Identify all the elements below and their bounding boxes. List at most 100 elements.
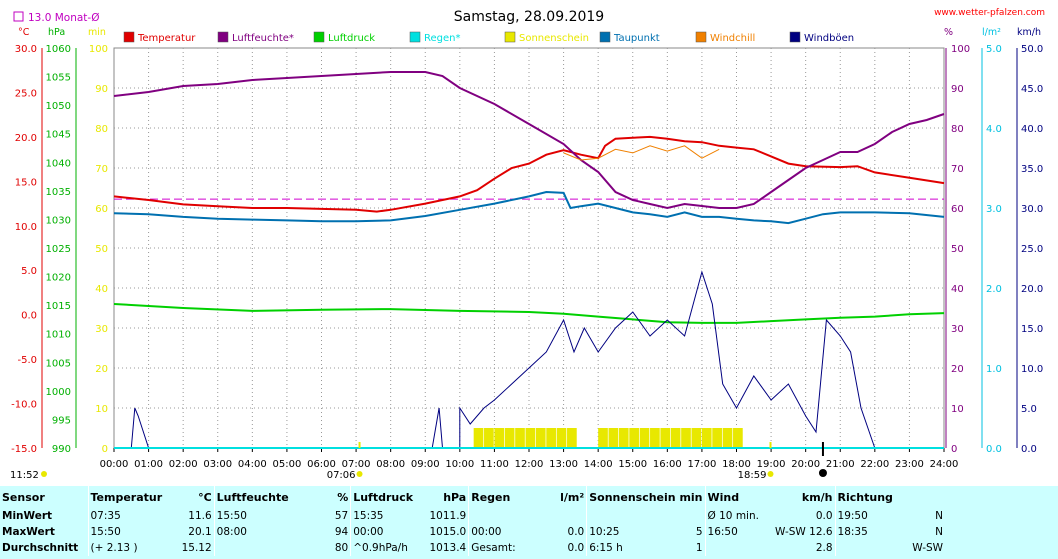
humidity-axis-tick: 60 — [951, 204, 964, 215]
stats-header-hum-unit: % — [337, 490, 349, 504]
stats-temp-value: 15.12 — [181, 542, 212, 554]
stats-row-label: MinWert — [2, 510, 53, 522]
stats-dir-value: N — [935, 510, 944, 522]
wind-unit-label: km/h — [1017, 27, 1041, 38]
stats-header-row: Sensor Temperatur °C Luftfeuchte % Luftd… — [0, 486, 946, 508]
pressure-axis-tick: 1050 — [46, 101, 71, 112]
stats-press-time: ^0.9hPa/h — [350, 540, 423, 556]
wind-axis-tick: 50.0 — [1021, 44, 1043, 55]
wind-axis-tick: 30.0 — [1021, 204, 1043, 215]
stats-press-value: 1013.4 — [429, 542, 467, 554]
sun-axis-tick: 80 — [95, 124, 108, 135]
wind-axis-tick: 45.0 — [1021, 84, 1043, 95]
x-axis-tick-label: 02:00 — [169, 459, 198, 470]
series-line-windchill — [563, 145, 720, 161]
x-axis-tick-label: 21:00 — [826, 459, 855, 470]
statistics-table: Sensor Temperatur °C Luftfeuchte % Luftd… — [0, 486, 946, 556]
stats-hum-value: 80 — [334, 542, 349, 554]
stats-temp-value: 20.1 — [188, 526, 212, 538]
sun-axis-tick: 50 — [95, 244, 108, 255]
series-line-temperatur — [113, 135, 945, 213]
stats-header-sun: Sonnenschein min — [586, 486, 706, 508]
sunrise-time-label: 07:06 — [327, 470, 356, 481]
stats-temp-time: 15:50 — [87, 524, 165, 540]
rain-axis-tick: 1.0 — [986, 364, 1002, 375]
pressure-axis-tick: 1015 — [46, 301, 71, 312]
stats-hum-value: 94 — [334, 526, 349, 538]
sunshine-bar — [618, 428, 629, 448]
stats-press-time: 00:00 — [350, 524, 423, 540]
legend-swatch — [695, 31, 707, 43]
stats-hum-time: 08:00 — [213, 524, 291, 540]
pressure-axis-tick: 1045 — [46, 130, 71, 141]
stats-row-min: MinWert 07:35 11.6 15:50 57 15:35 1011.9… — [0, 508, 945, 524]
temp-axis-tick: -10.0 — [11, 400, 37, 411]
stats-rain-value: 0.0 — [567, 542, 585, 554]
sun-axis-tick: 20 — [95, 364, 108, 375]
legend-label: Regen* — [424, 33, 461, 44]
legend-swatch — [599, 31, 611, 43]
pressure-axis-tick: 1035 — [46, 187, 71, 198]
stats-sun-time: 10:25 — [586, 524, 652, 540]
chart-legend: Temperatur Luftfeuchte* Luftdruck Regen* Son… — [123, 31, 854, 44]
temp-axis-tick: -15.0 — [11, 444, 37, 455]
x-axis-tick-label: 20:00 — [791, 459, 820, 470]
series-line-luftdruck — [113, 303, 945, 324]
stats-dir-time — [834, 540, 894, 556]
temp-axis-tick: -5.0 — [17, 355, 37, 366]
site-url-link[interactable]: www.wetter-pfalzen.com — [934, 8, 1045, 18]
pressure-axis-tick: 995 — [52, 415, 71, 426]
x-axis-tick-label: 18:00 — [722, 459, 751, 470]
stats-rain-time — [468, 508, 543, 524]
stats-temp-value: 11.6 — [188, 510, 212, 522]
x-axis-tick-label: 04:00 — [238, 459, 267, 470]
sunshine-bar — [473, 428, 484, 448]
sunshine-bar — [712, 428, 722, 448]
x-axis-tick-label: 15:00 — [618, 459, 647, 470]
weather-chart: 13.0 Monat-Ø Samstag, 28.09.2019 www.wet… — [10, 8, 1045, 481]
temp-axis-tick: 5.0 — [21, 266, 37, 277]
x-axis-tick-label: 22:00 — [860, 459, 889, 470]
temp-axis-tick: 10.0 — [15, 222, 37, 233]
pressure-axis-tick: 1055 — [46, 73, 71, 84]
sunshine-bar — [567, 428, 577, 448]
legend-swatch — [504, 31, 516, 43]
stats-press-value: 1015.0 — [429, 526, 467, 538]
stats-rain-value: 0.0 — [567, 526, 585, 538]
temp-unit-label: °C — [18, 27, 30, 38]
current-time-icon — [41, 471, 47, 477]
stats-header-temp: Temperatur — [87, 486, 165, 508]
sunshine-bar — [733, 428, 743, 448]
stats-wind-value: 2.8 — [815, 542, 833, 554]
legend-swatch — [313, 31, 325, 43]
x-axis-tick-label: 11:00 — [480, 459, 509, 470]
sun-axis-tick: 70 — [95, 164, 108, 175]
stats-header-wind-unit: km/h — [801, 490, 833, 504]
stats-dir-value: W-SW — [912, 542, 944, 554]
legend-swatch — [217, 31, 229, 43]
stats-header-sensor: Sensor — [2, 490, 45, 504]
axis-ticks: 30.0 25.0 20.0 15.0 10.0 5.0 0.0 -5.0 -10.0 -15.0… — [11, 44, 1043, 455]
humidity-axis-tick: 70 — [951, 164, 964, 175]
humidity-axis-tick: 100 — [951, 44, 970, 55]
stats-sun-time: 6:15 h — [586, 540, 652, 556]
statistics-panel: Sensor Temperatur °C Luftfeuchte % Luftd… — [0, 486, 1058, 559]
sunset-time-label: 18:59 — [738, 470, 767, 481]
monthly-average-icon — [13, 11, 24, 22]
stats-wind-value: 0.0 — [815, 510, 833, 522]
stats-wind-value: W-SW 12.6 — [775, 526, 833, 538]
pressure-axis-tick: 1005 — [46, 358, 71, 369]
humidity-axis-tick: 10 — [951, 404, 964, 415]
legend-swatch — [789, 31, 801, 43]
x-axis-tick-label: 13:00 — [549, 459, 578, 470]
x-axis-tick-label: 19:00 — [757, 459, 786, 470]
wind-axis-tick: 10.0 — [1021, 364, 1043, 375]
wind-axis-tick: 35.0 — [1021, 164, 1043, 175]
pressure-axis-tick: 1010 — [46, 330, 71, 341]
sunshine-bar — [515, 428, 525, 448]
stats-hum-time: 15:50 — [213, 508, 291, 524]
sun-axis-tick: 40 — [95, 284, 108, 295]
rain-axis-tick: 5.0 — [986, 44, 1002, 55]
humidity-axis-tick: 0 — [951, 444, 957, 455]
sunshine-bar — [494, 428, 505, 448]
